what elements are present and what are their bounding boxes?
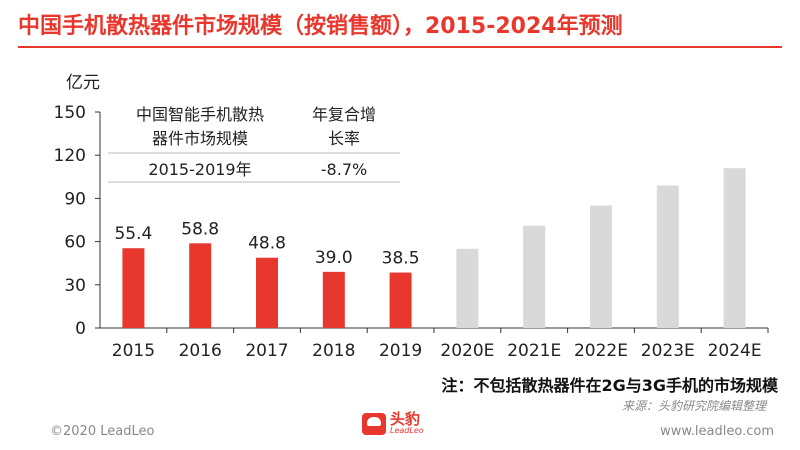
inset-period: 2015-2019年 bbox=[148, 160, 251, 179]
inset-cagr: -8.7% bbox=[321, 160, 367, 179]
copyright: ©2020 LeadLeo bbox=[50, 424, 155, 439]
inset-header-2-line2: 长率 bbox=[328, 129, 360, 148]
x-tick-label: 2020E bbox=[440, 341, 494, 361]
bar bbox=[523, 225, 546, 328]
x-tick-label: 2024E bbox=[708, 341, 762, 361]
source-note: 来源：头豹研究院编辑整理 bbox=[621, 399, 766, 413]
y-tick-label: 150 bbox=[54, 103, 86, 123]
inset-table: 中国智能手机散热 器件市场规模 年复合增 长率 2015-2019年 -8.7% bbox=[108, 105, 400, 183]
data-label: 39.0 bbox=[315, 248, 353, 268]
x-tick-label: 2015 bbox=[112, 341, 155, 361]
logo: 头豹 LeadLeo bbox=[362, 412, 424, 435]
x-tick-label: 2018 bbox=[312, 341, 355, 361]
bar bbox=[723, 168, 746, 328]
chart-area: 0 30 60 90 120 150 2015 55.4 2016 58.8 2017 48.8 20… bbox=[0, 60, 800, 390]
page-title: 中国手机散热器件市场规模（按销售额），2015-2024年预测 bbox=[18, 14, 623, 39]
chart-note: 注：不包括散热器件在2G与3G手机的市场规模 bbox=[441, 376, 778, 395]
bar bbox=[389, 272, 412, 328]
bar bbox=[122, 248, 145, 328]
chart-bars bbox=[122, 168, 746, 328]
x-tick-label: 2016 bbox=[179, 341, 222, 361]
inset-header-2-line1: 年复合增 bbox=[312, 105, 376, 124]
data-label: 38.5 bbox=[382, 249, 420, 269]
data-label: 55.4 bbox=[114, 224, 152, 244]
bar bbox=[656, 185, 679, 328]
y-tick-label: 90 bbox=[64, 189, 86, 209]
x-tick-label: 2023E bbox=[641, 341, 695, 361]
title-rule bbox=[18, 46, 782, 48]
y-tick-label: 60 bbox=[64, 233, 86, 253]
y-tick-label: 120 bbox=[54, 146, 86, 166]
x-tick-label: 2021E bbox=[507, 341, 561, 361]
x-tick-label: 2019 bbox=[379, 341, 422, 361]
data-label: 48.8 bbox=[248, 234, 286, 254]
y-axis-unit: 亿元 bbox=[66, 73, 100, 93]
inset-header-1-line2: 器件市场规模 bbox=[152, 129, 248, 148]
x-tick-label: 2017 bbox=[245, 341, 288, 361]
inset-header-1-line1: 中国智能手机散热 bbox=[136, 105, 264, 124]
bar bbox=[456, 248, 479, 328]
bar bbox=[322, 271, 345, 328]
data-label: 58.8 bbox=[181, 219, 219, 239]
y-tick-label: 0 bbox=[75, 319, 86, 339]
chart-axes: 0 30 60 90 120 150 bbox=[54, 103, 769, 339]
bar bbox=[256, 257, 278, 328]
bar bbox=[590, 205, 612, 328]
chart-labels: 2015 55.4 2016 58.8 2017 48.8 2018 39.0 2019 38.5… bbox=[112, 219, 762, 361]
logo-text-en: LeadLeo bbox=[390, 426, 424, 435]
y-tick-label: 30 bbox=[64, 276, 86, 296]
x-tick-label: 2022E bbox=[574, 341, 628, 361]
bar bbox=[189, 243, 212, 328]
leopard-logo-icon bbox=[362, 412, 386, 435]
logo-text-cn: 头豹 bbox=[390, 410, 421, 428]
website-link[interactable]: www.leadleo.com bbox=[660, 424, 774, 439]
